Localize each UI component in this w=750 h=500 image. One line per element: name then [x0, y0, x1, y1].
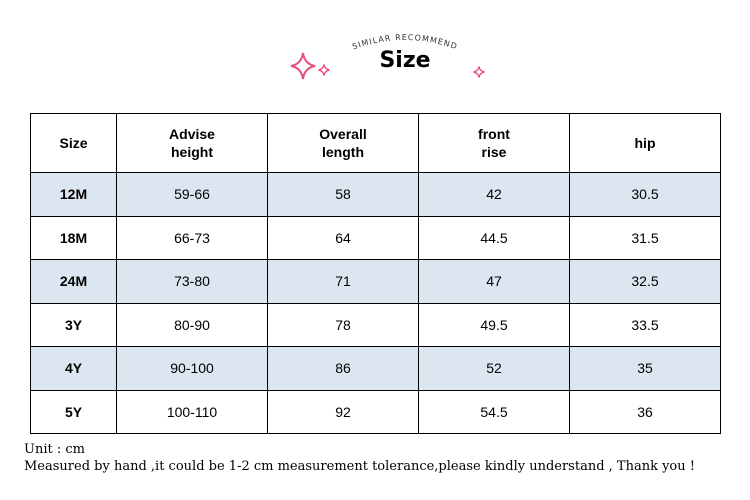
- table-row: 12M 59-66 58 42 30.5: [30, 172, 721, 217]
- height-cell: 90-100: [116, 346, 268, 391]
- hip-cell: 33.5: [569, 302, 721, 347]
- notes: Unit : cm Measured by hand ,it could be …: [24, 441, 739, 475]
- length-cell: 71: [267, 259, 419, 304]
- size-cell: 18M: [30, 215, 117, 260]
- height-cell: 100-110: [116, 389, 268, 434]
- length-cell: 58: [267, 172, 419, 217]
- column-header-overall-length: Overall length: [267, 113, 419, 173]
- height-cell: 59-66: [116, 172, 268, 217]
- unit-note: Unit : cm: [24, 442, 85, 457]
- sparkle-small-icon: [318, 64, 330, 76]
- height-cell: 80-90: [116, 302, 268, 347]
- table-header-row: Size Advise height Overall length front ris…: [30, 113, 721, 173]
- height-cell: 66-73: [116, 215, 268, 260]
- size-cell: 5Y: [30, 389, 117, 434]
- hip-cell: 30.5: [569, 172, 721, 217]
- subtitle-arc: SIMILAR RECOMMEND: [330, 22, 480, 62]
- hip-cell: 32.5: [569, 259, 721, 304]
- table-row: 4Y 90-100 86 52 35: [30, 346, 721, 391]
- front-rise-cell: 42: [418, 172, 570, 217]
- length-cell: 78: [267, 302, 419, 347]
- front-rise-cell: 47: [418, 259, 570, 304]
- size-chart-table: Size Advise height Overall length front ris…: [30, 113, 721, 434]
- table-row: 18M 66-73 64 44.5 31.5: [30, 215, 721, 260]
- table-row: 5Y 100-110 92 54.5 36: [30, 389, 721, 434]
- size-cell: 12M: [30, 172, 117, 217]
- tolerance-note: Measured by hand ,it could be 1-2 cm mea…: [24, 459, 695, 474]
- height-cell: 73-80: [116, 259, 268, 304]
- front-rise-cell: 44.5: [418, 215, 570, 260]
- length-cell: 86: [267, 346, 419, 391]
- header: SIMILAR RECOMMEND Size: [0, 0, 750, 110]
- hip-cell: 36: [569, 389, 721, 434]
- front-rise-cell: 49.5: [418, 302, 570, 347]
- table-row: 24M 73-80 71 47 32.5: [30, 259, 721, 304]
- size-cell: 3Y: [30, 302, 117, 347]
- front-rise-cell: 54.5: [418, 389, 570, 434]
- page-title: Size: [379, 48, 431, 73]
- column-header-hip: hip: [569, 113, 721, 173]
- sparkle-large-icon: [290, 52, 316, 80]
- column-header-size: Size: [30, 113, 117, 173]
- column-header-front-rise: front rise: [418, 113, 570, 173]
- sparkle-right-icon: [473, 66, 485, 78]
- hip-cell: 35: [569, 346, 721, 391]
- length-cell: 92: [267, 389, 419, 434]
- table-row: 3Y 80-90 78 49.5 33.5: [30, 302, 721, 347]
- size-cell: 24M: [30, 259, 117, 304]
- hip-cell: 31.5: [569, 215, 721, 260]
- column-header-advise-height: Advise height: [116, 113, 268, 173]
- size-cell: 4Y: [30, 346, 117, 391]
- length-cell: 64: [267, 215, 419, 260]
- front-rise-cell: 52: [418, 346, 570, 391]
